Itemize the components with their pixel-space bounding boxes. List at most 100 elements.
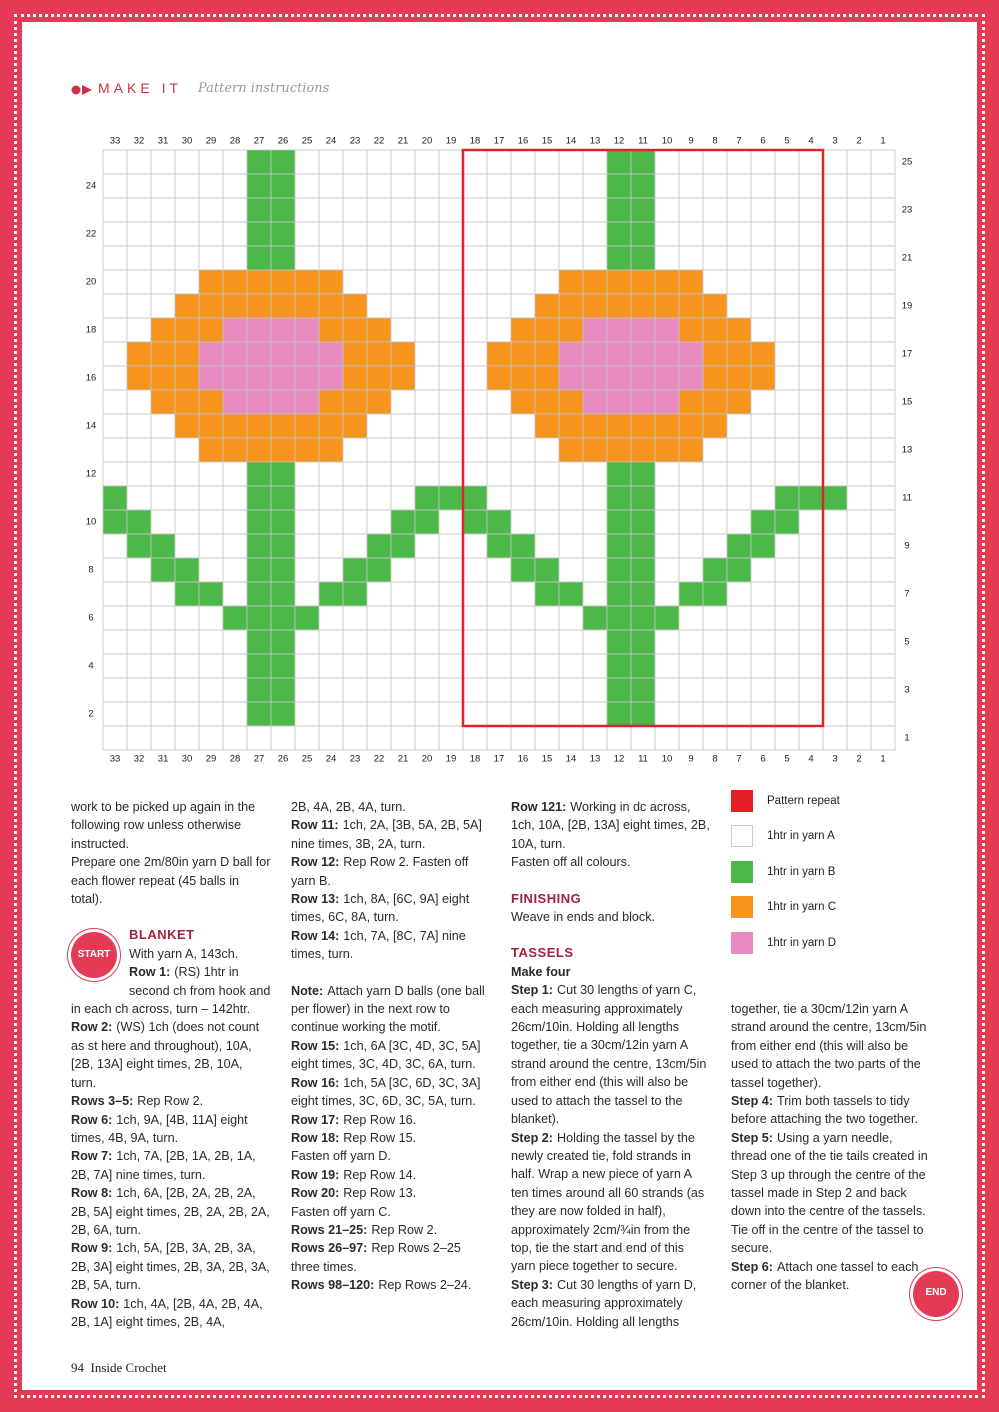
paragraph: Row 18: Rep Row 15. (291, 1129, 491, 1147)
grid-cell (390, 725, 416, 751)
grid-cell (534, 533, 560, 559)
grid-cell (678, 245, 704, 271)
grid-cell (630, 173, 656, 199)
grid-cell (654, 581, 680, 607)
grid-cell (678, 149, 704, 175)
grid-cell (510, 245, 536, 271)
grid-cell (294, 461, 320, 487)
grid-cell (318, 461, 344, 487)
grid-cell (390, 461, 416, 487)
grid-cell (390, 437, 416, 463)
paragraph: Prepare one 2m/80in yarn D ball for each… (71, 853, 271, 908)
step-text: (WS) 1ch (does not count as st here and … (71, 1020, 260, 1090)
grid-cell (390, 197, 416, 223)
grid-cell (198, 485, 224, 511)
row-number: 1 (904, 733, 909, 744)
grid-cell (750, 677, 776, 703)
column-number: 26 (278, 136, 289, 147)
grid-cell (750, 245, 776, 271)
grid-cell (750, 701, 776, 727)
grid-cell (390, 629, 416, 655)
column-number: 30 (182, 136, 193, 147)
legend-item: Pattern repeat (731, 790, 840, 812)
grid-cell (822, 293, 848, 319)
grid-cell (846, 389, 872, 415)
grid-cell (702, 269, 728, 295)
column-number: 27 (254, 754, 265, 765)
row-number: 11 (902, 493, 912, 504)
grid-cell (870, 413, 896, 439)
grid-cell (198, 725, 224, 751)
grid-cell (222, 149, 248, 175)
paragraph: Weave in ends and block. (511, 908, 711, 926)
grid-cell (510, 629, 536, 655)
column-number: 16 (518, 136, 529, 147)
grid-cell (462, 269, 488, 295)
grid-cell (246, 245, 272, 271)
step-text: 1ch, 4A, [2B, 4A, 2B, 4A, 2B, 1A] eight … (71, 1296, 263, 1329)
grid-cell (726, 293, 752, 319)
grid-cell (726, 581, 752, 607)
grid-cell (678, 437, 704, 463)
grid-cell (414, 677, 440, 703)
step-label: Rows 3–5: (71, 1094, 134, 1109)
grid-cell (366, 317, 392, 343)
column-number: 25 (302, 136, 313, 147)
grid-cell (822, 461, 848, 487)
grid-cell (342, 653, 368, 679)
column-number: 23 (350, 754, 361, 765)
grid-cell (438, 653, 464, 679)
step-text: 1ch, 2A, [3B, 5A, 2B, 5A] nine times, 3B… (291, 818, 482, 851)
column-number: 28 (230, 754, 241, 765)
grid-cell (222, 245, 248, 271)
grid-cell (246, 389, 272, 415)
grid-cell (822, 605, 848, 631)
grid-cell (510, 485, 536, 511)
grid-cell (246, 269, 272, 295)
grid-cell (798, 317, 824, 343)
grid-cell (246, 725, 272, 751)
legend-item: 1htr in yarn C (731, 896, 837, 919)
grid-cell (750, 149, 776, 175)
grid-cell (270, 629, 296, 655)
grid-cell (150, 653, 176, 679)
grid-cell (270, 485, 296, 511)
legend-label: 1htr in yarn C (767, 901, 837, 914)
grid-cell (486, 293, 512, 319)
grid-cell (486, 533, 512, 559)
grid-cell (774, 725, 800, 751)
row-number: 12 (86, 469, 97, 480)
grid-cell (822, 341, 848, 367)
grid-cell (270, 701, 296, 727)
grid-cell (102, 269, 128, 295)
grid-cell (582, 605, 608, 631)
grid-cell (150, 221, 176, 247)
grid-cell (342, 605, 368, 631)
grid-cell (678, 581, 704, 607)
step-text: Rep Rows 2–24. (378, 1278, 472, 1293)
grid-cell (102, 509, 128, 535)
grid-cell (534, 725, 560, 751)
column-number: 26 (278, 754, 289, 765)
grid-cell (486, 413, 512, 439)
grid-cell (702, 533, 728, 559)
grid-cell (246, 485, 272, 511)
grid-cell (630, 365, 656, 391)
grid-cell (390, 389, 416, 415)
grid-cell (630, 653, 656, 679)
grid-cell (822, 437, 848, 463)
grid-cell (750, 389, 776, 415)
step-text: Cut 30 lengths of yarn C, each measuring… (511, 983, 707, 1127)
legend-swatch (731, 896, 753, 919)
grid-cell (798, 173, 824, 199)
grid-cell (798, 341, 824, 367)
grid-cell (150, 341, 176, 367)
grid-cell (366, 365, 392, 391)
grid-cell (390, 341, 416, 367)
grid-cell (366, 245, 392, 271)
paragraph: Row 8: 1ch, 6A, [2B, 2A, 2B, 2A, 2B, 5A] … (71, 1184, 271, 1239)
grid-cell (870, 725, 896, 751)
grid-cell (414, 509, 440, 535)
grid-cell (438, 725, 464, 751)
grid-cell (126, 197, 152, 223)
